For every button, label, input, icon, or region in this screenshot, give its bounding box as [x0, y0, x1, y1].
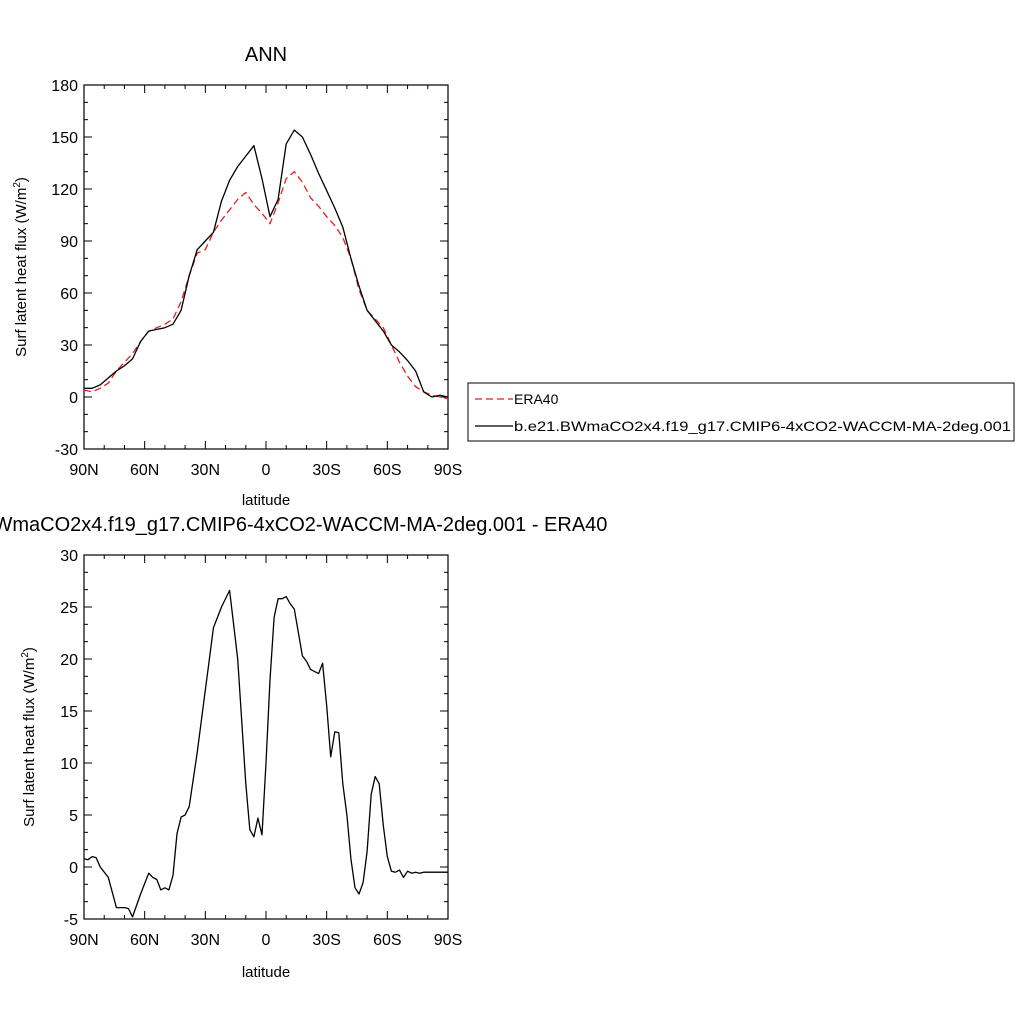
bottom-y-tick-label: 20	[60, 652, 78, 669]
bottom-x-axis-label: latitude	[242, 964, 290, 981]
top-panel: ANN -30 0 30 60 90 120 150 180 90N 60N 30N 0 30S 60S…	[12, 44, 462, 509]
top-x-tick-label: 30N	[191, 462, 220, 479]
top-x-tick-label: 90S	[434, 462, 462, 479]
top-y-axis: -30 0 30 60 90 120 150 180	[51, 78, 448, 459]
bottom-panel: b.e21.BWmaCO2x4.f19_g17.CMIP6-4xCO2-WACC…	[0, 514, 607, 981]
top-x-axis: 90N 60N 30N 0 30S 60S 90S	[69, 85, 462, 479]
bottom-y-tick-label: 15	[60, 704, 78, 721]
bottom-chart-title: b.e21.BWmaCO2x4.f19_g17.CMIP6-4xCO2-WACC…	[0, 514, 607, 536]
bottom-x-tick-label: 0	[262, 932, 271, 949]
top-series-line-model	[84, 129, 449, 398]
top-y-tick-label: 150	[51, 130, 78, 147]
bottom-x-tick-label: 30N	[191, 932, 220, 949]
top-series-line-era40	[83, 171, 449, 400]
bottom-x-axis: 90N 60N 30N 0 30S 60S 90S	[69, 555, 462, 949]
top-x-tick-label: 60S	[373, 462, 401, 479]
top-x-tick-label: 30S	[312, 462, 340, 479]
bottom-plot-frame	[83, 554, 449, 920]
bottom-y-axis: -5 0 5 10 15 20 25 30	[60, 548, 448, 929]
top-y-tick-label: 0	[69, 390, 78, 407]
bottom-y-axis-label: Surf latent heat flux (W/m2)	[20, 647, 38, 827]
bottom-x-tick-label: 90N	[69, 932, 98, 949]
bottom-y-tick-label: 10	[60, 756, 78, 773]
top-x-tick-label: 60N	[130, 462, 159, 479]
legend-label-model: b.e21.BWmaCO2x4.f19_g17.CMIP6-4xCO2-WACC…	[514, 418, 1011, 434]
bottom-x-tick-label: 90S	[434, 932, 462, 949]
bottom-series-group	[83, 589, 448, 918]
top-plot-frame	[83, 84, 449, 450]
bottom-x-tick-label: 60N	[130, 932, 159, 949]
bottom-y-tick-label: 25	[60, 600, 78, 617]
top-chart-title: ANN	[245, 44, 287, 66]
bottom-y-tick-label: 5	[69, 808, 78, 825]
top-y-tick-label: 120	[51, 182, 78, 199]
bottom-y-tick-label: -5	[64, 912, 78, 929]
legend-label-era40: ERA40	[514, 391, 559, 407]
top-y-tick-label: 90	[60, 234, 78, 251]
top-y-tick-label: 30	[60, 338, 78, 355]
top-y-tick-label: 60	[60, 286, 78, 303]
legend-box	[467, 382, 1015, 442]
bottom-series-line-model	[83, 589, 448, 918]
top-y-tick-label: 180	[51, 78, 78, 95]
top-x-tick-label: 90N	[69, 462, 98, 479]
top-y-tick-label: -30	[55, 442, 78, 459]
legend: ERA40 b.e21.BWmaCO2x4.f19_g17.CMIP6-4xCO…	[467, 382, 1015, 442]
top-y-axis-label: Surf latent heat flux (W/m2)	[12, 177, 30, 357]
top-series-group	[83, 129, 449, 400]
top-x-axis-label: latitude	[242, 492, 290, 509]
bottom-y-tick-label: 0	[69, 860, 78, 877]
bottom-y-tick-label: 30	[60, 548, 78, 565]
bottom-x-tick-label: 30S	[312, 932, 340, 949]
top-x-tick-label: 0	[262, 462, 271, 479]
bottom-x-tick-label: 60S	[373, 932, 401, 949]
